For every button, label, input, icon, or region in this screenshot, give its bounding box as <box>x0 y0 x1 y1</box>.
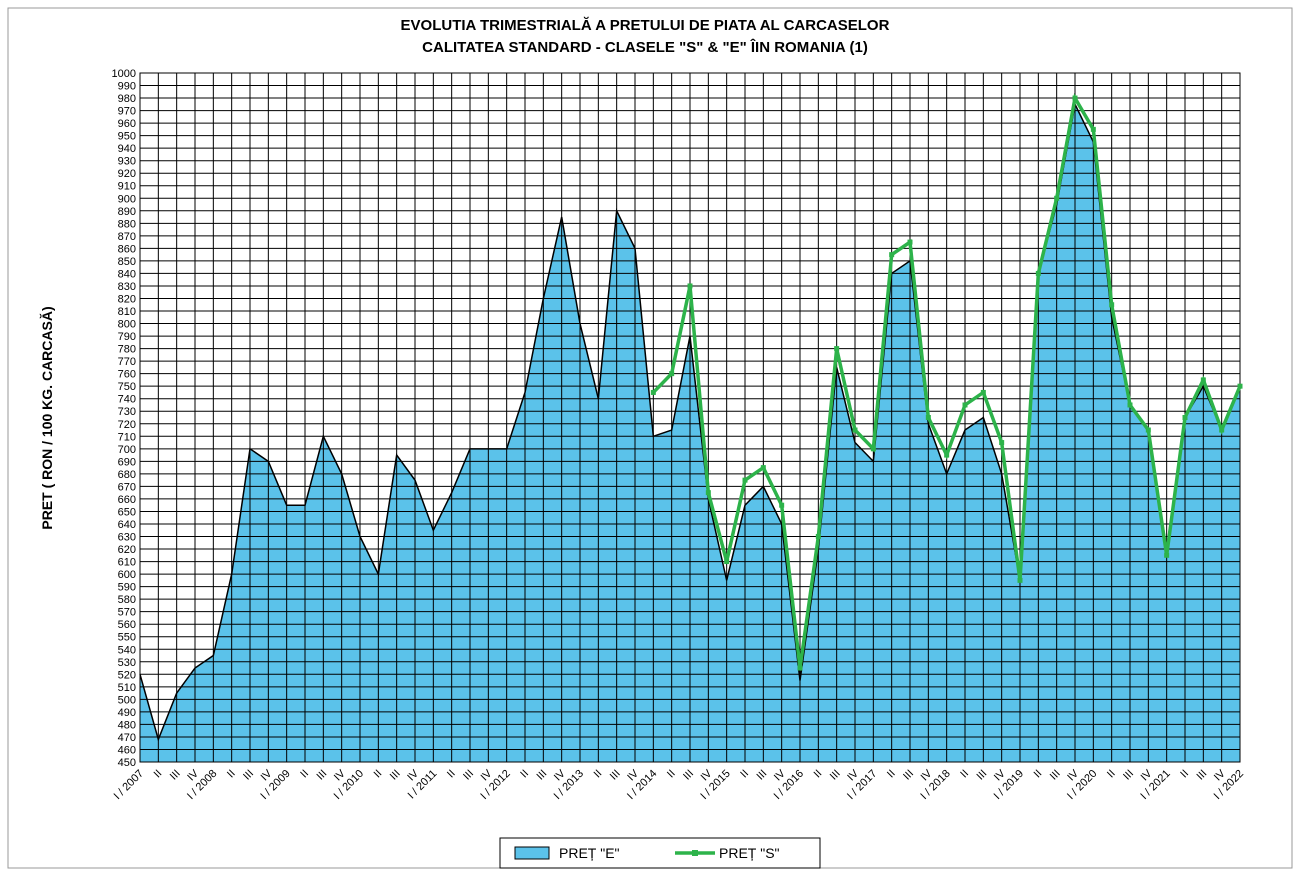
point <box>1017 577 1023 583</box>
point <box>834 346 840 352</box>
legend-box <box>499 837 821 869</box>
y-tick-label: 490 <box>118 707 136 719</box>
point <box>1237 383 1243 389</box>
y-tick-label: 850 <box>118 256 136 268</box>
y-axis-label: PRET ( RON / 100 KG. CARCASĂ) <box>39 306 55 529</box>
y-tick-label: 840 <box>118 268 136 280</box>
y-tick-label: 870 <box>118 231 136 243</box>
point <box>760 465 766 471</box>
y-tick-label: 750 <box>118 381 136 393</box>
point <box>889 252 895 258</box>
y-tick-label: 580 <box>118 594 136 606</box>
y-tick-label: 970 <box>118 106 136 118</box>
y-tick-label: 800 <box>118 319 136 331</box>
y-tick-label: 460 <box>118 744 136 756</box>
y-tick-label: 770 <box>118 356 136 368</box>
point <box>742 477 748 483</box>
y-tick-label: 500 <box>118 694 136 706</box>
point <box>944 452 950 458</box>
y-tick-label: 690 <box>118 456 136 468</box>
point <box>1072 95 1078 101</box>
y-tick-label: 760 <box>118 369 136 381</box>
y-tick-label: 570 <box>118 607 136 619</box>
y-tick-label: 710 <box>118 431 136 443</box>
y-tick-label: 740 <box>118 394 136 406</box>
legend-swatch <box>692 850 698 856</box>
point <box>907 239 913 245</box>
y-tick-label: 630 <box>118 532 136 544</box>
point <box>669 371 675 377</box>
point <box>962 402 968 408</box>
y-tick-label: 520 <box>118 669 136 681</box>
y-tick-label: 910 <box>118 181 136 193</box>
legend-label: PREȚ "E" <box>559 845 620 861</box>
point <box>1109 302 1115 308</box>
y-tick-label: 860 <box>118 243 136 255</box>
point <box>1182 415 1188 420</box>
point <box>1145 427 1151 433</box>
point <box>1035 270 1041 276</box>
y-tick-label: 650 <box>118 506 136 518</box>
point <box>815 534 821 540</box>
y-tick-label: 950 <box>118 131 136 143</box>
y-tick-label: 930 <box>118 156 136 168</box>
y-tick-label: 620 <box>118 544 136 556</box>
y-tick-label: 600 <box>118 569 136 581</box>
y-tick-label: 450 <box>118 757 136 769</box>
y-tick-label: 550 <box>118 632 136 644</box>
y-tick-label: 1000 <box>112 68 136 80</box>
y-tick-label: 700 <box>118 444 136 456</box>
point <box>724 559 730 565</box>
point <box>925 415 931 420</box>
y-tick-label: 960 <box>118 118 136 130</box>
y-tick-label: 730 <box>118 406 136 418</box>
y-tick-label: 820 <box>118 293 136 305</box>
legend-label: PREȚ "S" <box>719 845 780 861</box>
y-tick-label: 720 <box>118 419 136 431</box>
legend-swatch <box>514 846 550 860</box>
y-tick-label: 880 <box>118 218 136 230</box>
y-tick-label: 940 <box>118 143 136 155</box>
y-tick-label: 660 <box>118 494 136 506</box>
y-tick-label: 480 <box>118 719 136 731</box>
y-tick-label: 640 <box>118 519 136 531</box>
y-tick-label: 540 <box>118 644 136 656</box>
y-tick-label: 810 <box>118 306 136 318</box>
point <box>1219 427 1225 433</box>
y-tick-label: 920 <box>118 168 136 180</box>
y-tick-label: 900 <box>118 193 136 205</box>
point <box>870 446 876 452</box>
point <box>999 440 1005 446</box>
point <box>1090 126 1096 132</box>
point <box>650 389 656 395</box>
y-tick-label: 980 <box>118 93 136 105</box>
point <box>980 389 986 395</box>
y-tick-label: 610 <box>118 557 136 569</box>
y-tick-label: 590 <box>118 582 136 594</box>
y-tick-label: 560 <box>118 619 136 631</box>
y-tick-label: 790 <box>118 331 136 343</box>
point <box>687 283 693 289</box>
chart-title: EVOLUTIA TRIMESTRIALĂ A PRETULUI DE PIAT… <box>401 17 890 34</box>
chart-subtitle: CALITATEA STANDARD - CLASELE "S" & "E" Î… <box>422 38 868 56</box>
y-tick-label: 780 <box>118 344 136 356</box>
point <box>1054 195 1060 201</box>
y-tick-label: 510 <box>118 682 136 694</box>
y-tick-label: 530 <box>118 657 136 669</box>
point <box>779 502 785 508</box>
y-tick-label: 670 <box>118 481 136 493</box>
point <box>1127 402 1133 408</box>
y-tick-label: 890 <box>118 206 136 218</box>
point <box>852 427 858 433</box>
y-tick-label: 830 <box>118 281 136 293</box>
point <box>1200 377 1206 383</box>
y-tick-label: 680 <box>118 469 136 481</box>
point <box>1164 552 1170 558</box>
point <box>705 490 711 496</box>
y-tick-label: 470 <box>118 732 136 744</box>
y-tick-label: 990 <box>118 81 136 93</box>
point <box>797 665 803 671</box>
